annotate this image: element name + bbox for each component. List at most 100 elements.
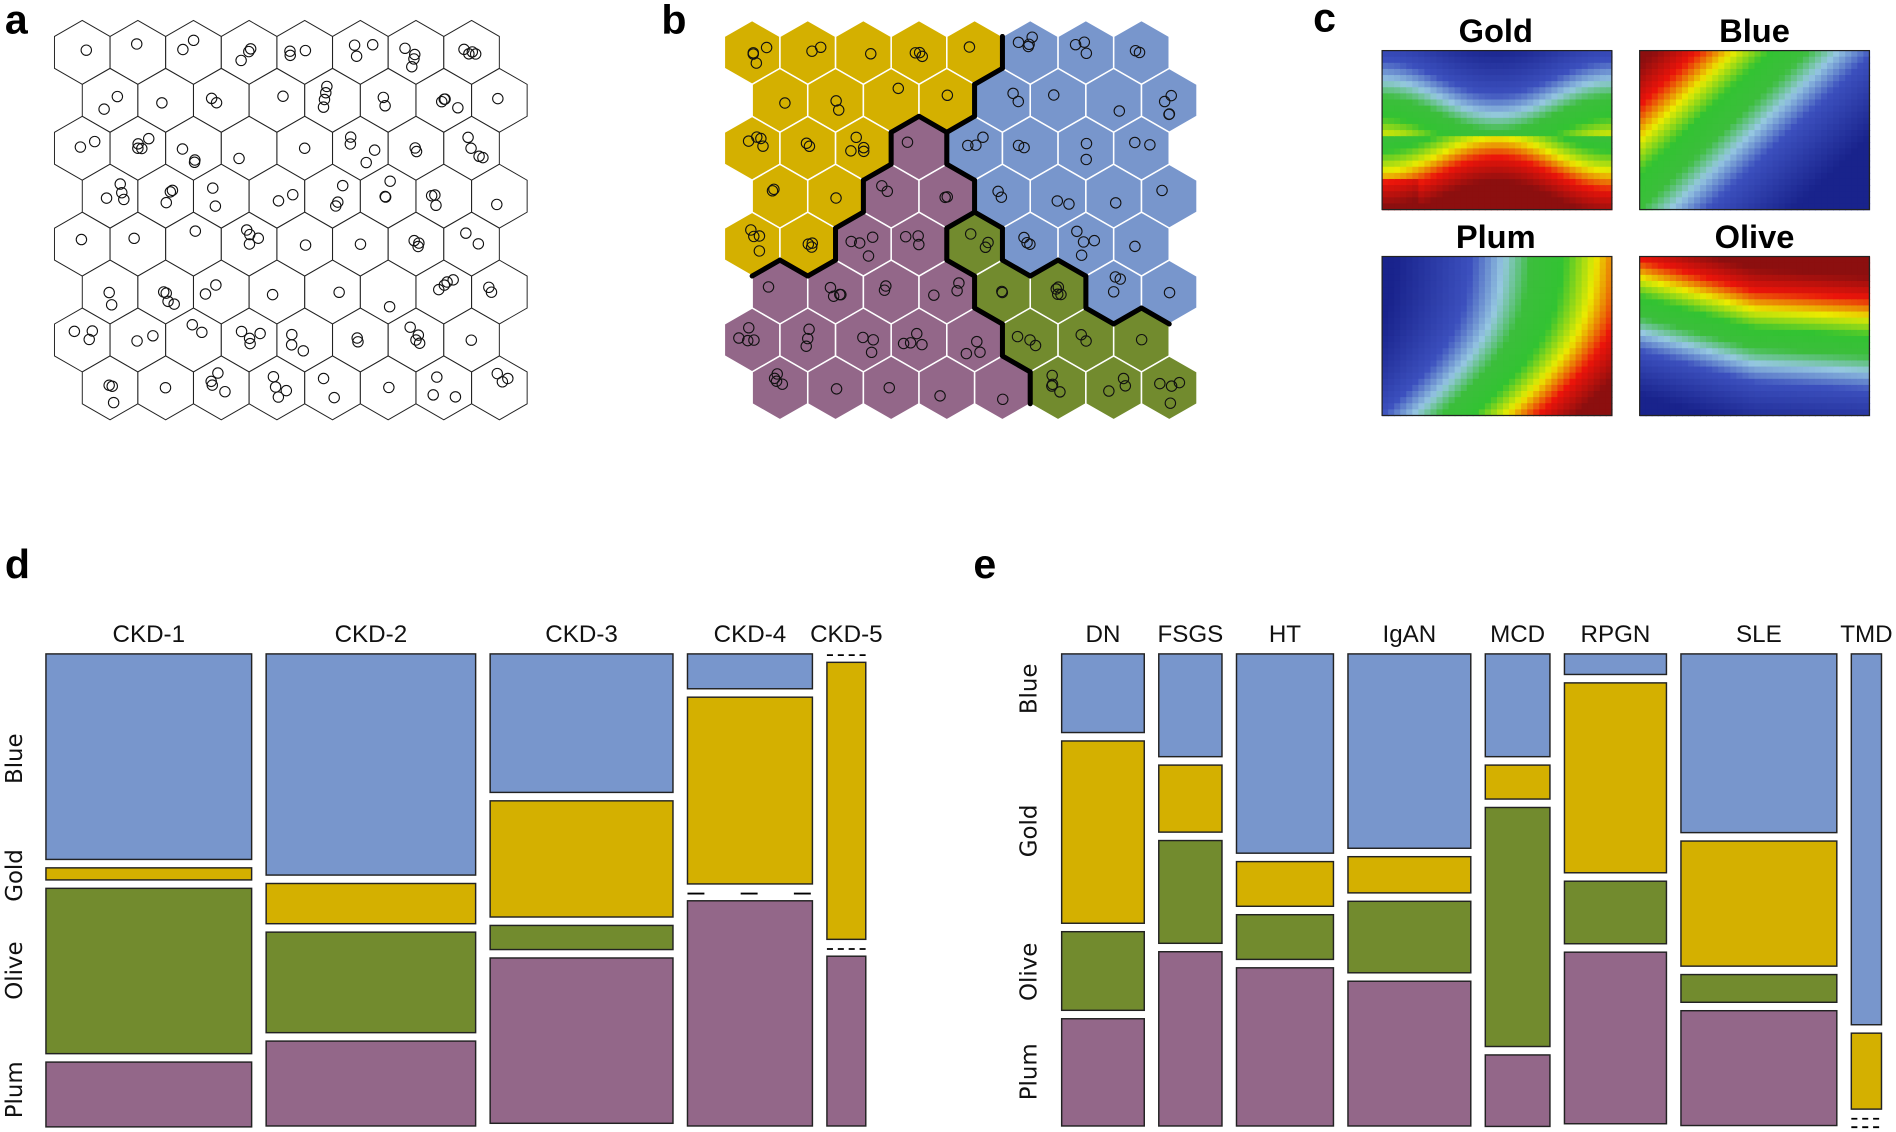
sample-point <box>934 390 946 402</box>
heatmap-cell <box>1388 391 1395 398</box>
heatmap-cell <box>1599 305 1607 313</box>
sample-point <box>805 241 818 253</box>
heatmap-cell <box>1509 117 1516 125</box>
heatmap-cell <box>1593 256 1601 264</box>
heatmap-cell <box>1706 117 1713 125</box>
heatmap-cell <box>1593 87 1601 95</box>
heatmap-cell <box>1533 397 1541 404</box>
heatmap-cell <box>1436 366 1444 374</box>
heatmap-cell <box>1466 56 1474 64</box>
heatmap-cell <box>1766 378 1774 386</box>
sample-point <box>857 141 870 154</box>
heatmap-cell <box>1827 311 1834 319</box>
heatmap-cell <box>1587 68 1595 76</box>
heatmap-cell <box>1400 311 1408 319</box>
sample-point <box>743 322 755 334</box>
heatmap-cell <box>1790 360 1798 368</box>
heatmap-cell <box>1400 329 1408 337</box>
heatmap-cell <box>1490 280 1498 288</box>
heatmap-cell <box>1557 397 1565 404</box>
heatmap-cell <box>1657 317 1665 325</box>
sample-point <box>88 135 101 148</box>
heatmap-cell <box>1575 172 1583 180</box>
heatmap-cell <box>1760 378 1768 386</box>
heatmap-cell <box>1484 354 1492 362</box>
heatmap-cell <box>1388 136 1395 144</box>
heatmap-cell <box>1790 397 1798 404</box>
heatmap-cell <box>1424 354 1432 362</box>
heatmap-blue <box>1639 49 1871 211</box>
heatmap-cell <box>1839 203 1846 211</box>
heatmap-cell <box>1539 329 1547 337</box>
heatmap-cell <box>1760 56 1768 64</box>
heatmap-cell <box>1681 203 1689 211</box>
heatmap-cell <box>1694 185 1701 192</box>
sample-point <box>332 196 344 208</box>
heatmap-cell <box>1839 293 1846 301</box>
heatmap-cell <box>1569 191 1577 199</box>
heatmap-cell <box>1496 75 1504 82</box>
heatmap-cell <box>1448 87 1456 95</box>
heatmap-cell <box>1430 372 1438 380</box>
heatmap-cell <box>1808 293 1816 301</box>
cluster-boundaries <box>749 34 1172 407</box>
heatmap-cell <box>1802 280 1810 288</box>
heatmap-cell <box>1857 130 1865 137</box>
heatmap-cell <box>1436 335 1444 343</box>
heatmap-cell <box>1706 87 1713 95</box>
heatmap-cell <box>1760 166 1768 174</box>
heatmap-cell <box>1599 154 1607 162</box>
heatmap-cell <box>1718 154 1726 162</box>
heatmap-cell <box>1645 99 1653 107</box>
heatmap-cell <box>1742 99 1750 107</box>
heatmap-cell <box>1700 317 1707 325</box>
sample-point <box>892 82 905 95</box>
heatmap-cell <box>1718 317 1726 325</box>
heatmap-cell <box>1669 287 1677 294</box>
heatmap-cell <box>1778 384 1786 392</box>
heatmap-cell <box>1382 287 1389 294</box>
heatmap-cell <box>1545 105 1553 113</box>
heatmap-cell <box>1418 409 1426 417</box>
cluster-boundary <box>805 257 838 279</box>
heatmap-cell <box>1796 203 1804 211</box>
heatmap-cell <box>1802 172 1810 180</box>
heatmap-cell <box>1424 329 1432 337</box>
heatmap-cell <box>1718 256 1726 264</box>
heatmap-cell <box>1406 372 1414 380</box>
heatmap-cell <box>1418 172 1426 180</box>
heatmap-cell <box>1442 160 1450 168</box>
heatmap-cell <box>1551 262 1559 270</box>
heatmap-cell <box>1736 50 1744 58</box>
heatmap-cell <box>1742 172 1750 180</box>
heatmap-cell <box>1515 166 1522 174</box>
heatmap-cell <box>1694 256 1701 264</box>
heatmap-cell <box>1490 372 1498 380</box>
heatmap-cell <box>1521 348 1528 356</box>
heatmap-cell <box>1657 93 1665 101</box>
heatmap-cell <box>1694 50 1701 58</box>
sample-point <box>1156 184 1168 197</box>
heatmap-cell <box>1587 366 1595 374</box>
heatmap-cell <box>1663 185 1671 192</box>
sample-point <box>962 139 974 152</box>
heatmap-cell <box>1857 68 1865 76</box>
heatmap-cell <box>1460 311 1468 319</box>
heatmap-cell <box>1563 329 1571 337</box>
heatmap-cell <box>1675 409 1683 417</box>
sample-point <box>757 140 769 152</box>
heatmap-cell <box>1484 256 1492 264</box>
heatmap-cell <box>1754 87 1762 95</box>
heatmap-cell <box>1503 342 1510 349</box>
heatmap-cell <box>1700 293 1707 301</box>
heatmap-cell <box>1424 99 1432 107</box>
heatmap-cell <box>1808 299 1816 307</box>
heatmap-cell <box>1442 391 1450 398</box>
heatmap-cell <box>1551 154 1559 162</box>
heatmap-cell <box>1845 154 1852 162</box>
heatmap-cell <box>1772 354 1780 362</box>
heatmap-cell <box>1857 172 1865 180</box>
heatmap-cell <box>1657 274 1665 282</box>
heatmap-cell <box>1736 191 1744 199</box>
heatmap-cell <box>1484 203 1492 211</box>
